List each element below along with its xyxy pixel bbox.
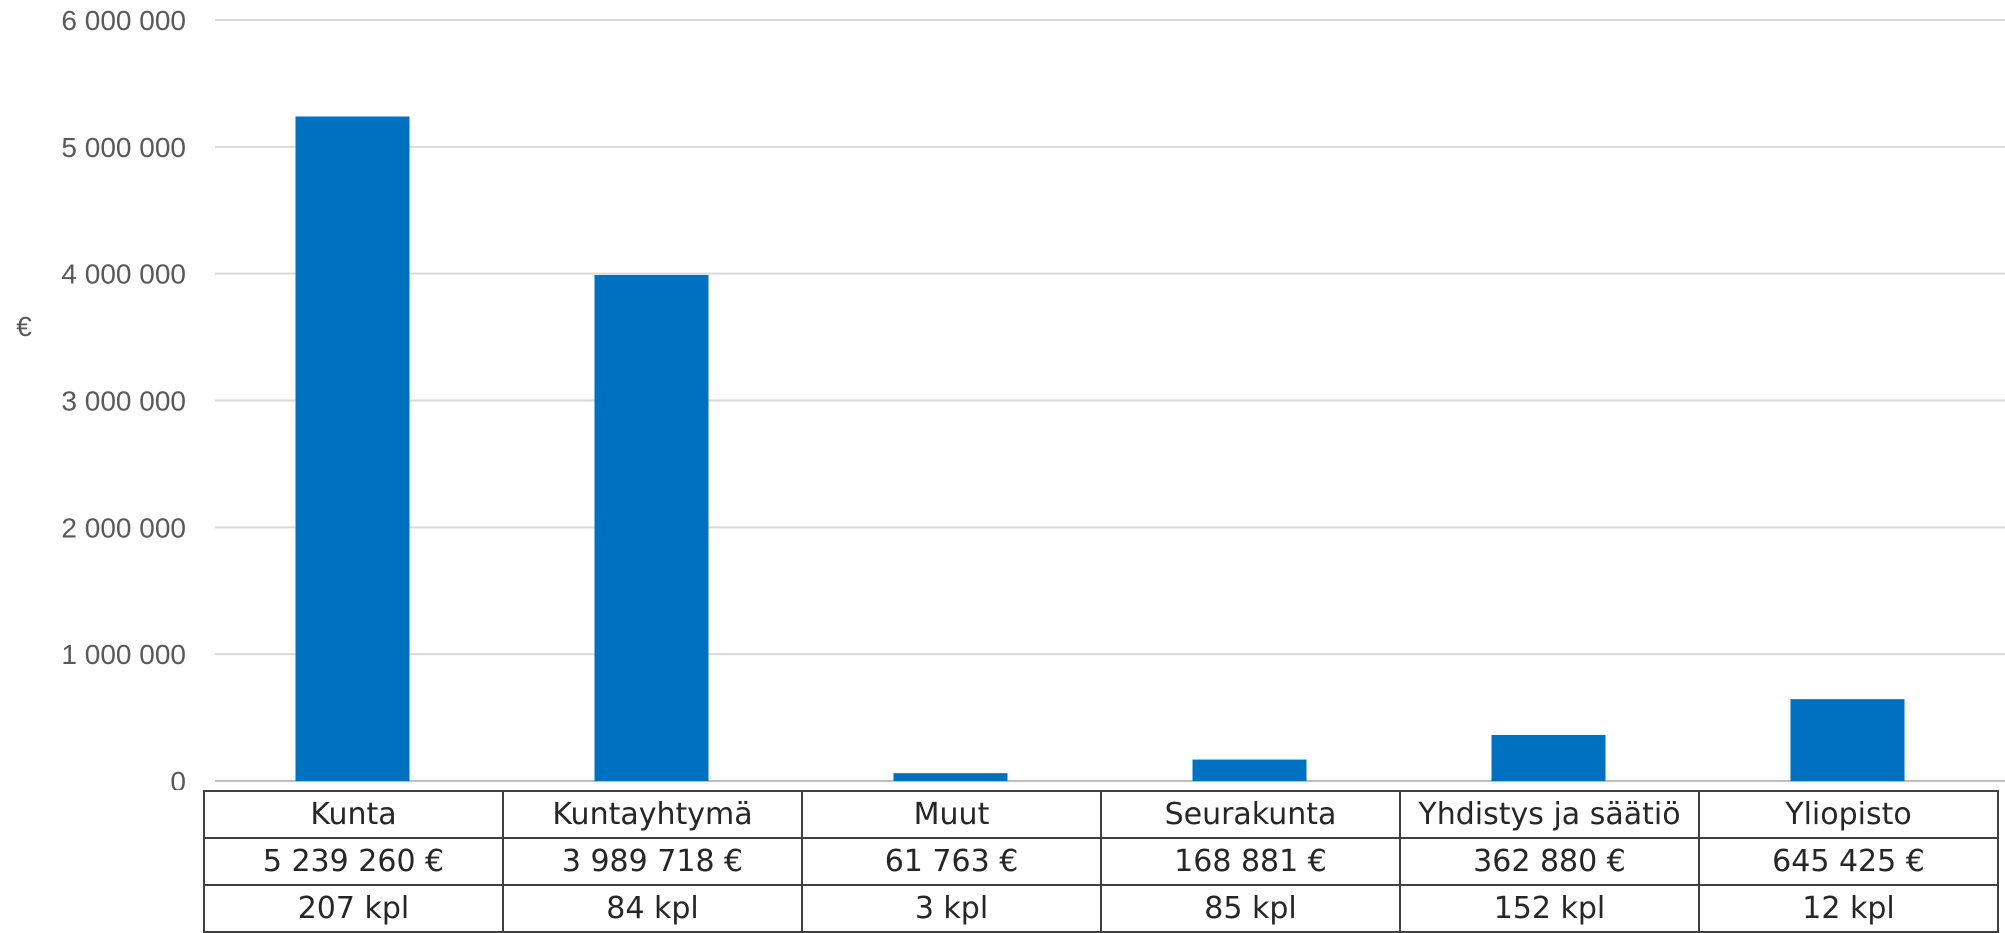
y-tick-label: 2 000 000	[61, 512, 186, 543]
bar	[1790, 699, 1905, 781]
category-label: Yhdistys ja säätiö	[1399, 790, 1700, 839]
amount-cell: 168 881 €	[1100, 837, 1401, 886]
count-cell: 3 kpl	[801, 884, 1102, 933]
count-cell: 84 kpl	[502, 884, 803, 933]
table-row-counts: 207 kpl 84 kpl 3 kpl 85 kpl 152 kpl 12 kpl	[203, 884, 1999, 933]
category-label: Seurakunta	[1100, 790, 1401, 839]
bar-chart: 0 1 000 000 2 000 000 3 000 000 4 000 000 5 0…	[16, 5, 2005, 790]
count-cell: 85 kpl	[1100, 884, 1401, 933]
amount-cell: 362 880 €	[1399, 837, 1700, 886]
amount-cell: 5 239 260 €	[203, 837, 504, 886]
category-label: Muut	[801, 790, 1102, 839]
amount-cell: 3 989 718 €	[502, 837, 803, 886]
bar	[1491, 734, 1606, 781]
category-label: Kunta	[203, 790, 504, 839]
category-label: Kuntayhtymä	[502, 790, 803, 839]
count-cell: 12 kpl	[1698, 884, 1999, 933]
bar	[594, 274, 709, 781]
amount-cell: 61 763 €	[801, 837, 1102, 886]
table-row-categories: Kunta Kuntayhtymä Muut Seurakunta Yhdistys j…	[203, 790, 1999, 839]
y-tick-label: 3 000 000	[61, 386, 186, 417]
y-tick-label: 1 000 000	[61, 639, 186, 670]
y-axis-label: €	[16, 311, 32, 342]
count-cell: 207 kpl	[203, 884, 504, 933]
y-axis-ticks: 0 1 000 000 2 000 000 3 000 000 4 000 000 5 0…	[61, 5, 186, 790]
bars	[295, 116, 1905, 782]
amount-cell: 645 425 €	[1698, 837, 1999, 886]
y-tick-label: 4 000 000	[61, 259, 186, 290]
y-tick-label: 5 000 000	[61, 132, 186, 163]
y-tick-label: 6 000 000	[61, 5, 186, 36]
data-table: Kunta Kuntayhtymä Muut Seurakunta Yhdistys j…	[203, 790, 1999, 933]
gridlines	[215, 19, 2005, 782]
bar	[893, 773, 1008, 781]
category-label: Yliopisto	[1698, 790, 1999, 839]
table-row-amounts: 5 239 260 €3 989 718 €61 763 €168 881 €3…	[203, 837, 1999, 886]
y-tick-label: 0	[170, 766, 186, 790]
bar	[295, 116, 410, 782]
count-cell: 152 kpl	[1399, 884, 1700, 933]
bar	[1192, 759, 1307, 781]
